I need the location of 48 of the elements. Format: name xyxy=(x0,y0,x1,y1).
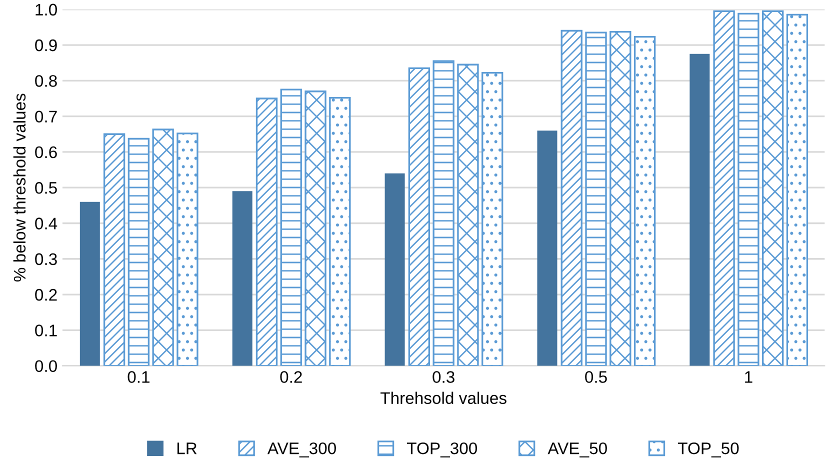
bar xyxy=(738,12,760,366)
bar xyxy=(152,128,174,366)
y-tick-label: 0.2 xyxy=(35,288,57,301)
bar xyxy=(256,98,278,366)
x-tick-label: 1 xyxy=(745,371,752,383)
bar xyxy=(610,31,632,366)
bar xyxy=(103,133,126,366)
y-tick-label: 0.3 xyxy=(35,253,57,266)
bar xyxy=(432,60,454,366)
bar xyxy=(762,10,784,366)
y-tick-label: 0.8 xyxy=(35,75,57,87)
x-tick-label: 0.5 xyxy=(585,371,607,383)
x-tick-label: 0.3 xyxy=(432,371,454,383)
bar xyxy=(128,138,150,366)
y-tick-label: 0.7 xyxy=(35,110,57,123)
bar xyxy=(304,90,326,366)
bar xyxy=(280,88,302,366)
bar xyxy=(690,54,710,366)
bar xyxy=(786,14,808,366)
legend-label: TOP_300 xyxy=(406,442,478,458)
bar xyxy=(634,36,656,366)
x-axis-title: Threhsold values xyxy=(380,392,506,404)
bar xyxy=(585,32,607,366)
bar xyxy=(176,132,198,366)
x-tick-label: 0.2 xyxy=(280,371,302,383)
x-tick-label: 0.1 xyxy=(128,371,150,383)
y-tick-label: 0.6 xyxy=(35,146,57,158)
legend-label: TOP_50 xyxy=(678,442,739,458)
bar xyxy=(232,191,252,366)
bar xyxy=(713,10,735,366)
y-tick-label: 0.4 xyxy=(35,218,58,230)
bar xyxy=(560,30,582,366)
bar xyxy=(482,72,504,366)
bar xyxy=(408,67,430,366)
bar xyxy=(384,173,405,366)
bar xyxy=(80,202,100,366)
y-tick-label: 0.9 xyxy=(35,39,57,52)
bar xyxy=(329,96,351,366)
bar xyxy=(537,130,558,366)
y-tick-label: 0.1 xyxy=(35,324,57,336)
y-tick-label: 0.0 xyxy=(35,360,57,372)
legend-label: AVE_300 xyxy=(267,442,336,458)
y-tick-label: 0.5 xyxy=(35,182,57,194)
legend-label: AVE_50 xyxy=(548,442,607,458)
bar xyxy=(457,64,479,366)
y-axis-title: % below threshold values xyxy=(13,94,26,282)
y-tick-label: 1.0 xyxy=(36,4,57,16)
legend-label: LR xyxy=(177,442,197,454)
